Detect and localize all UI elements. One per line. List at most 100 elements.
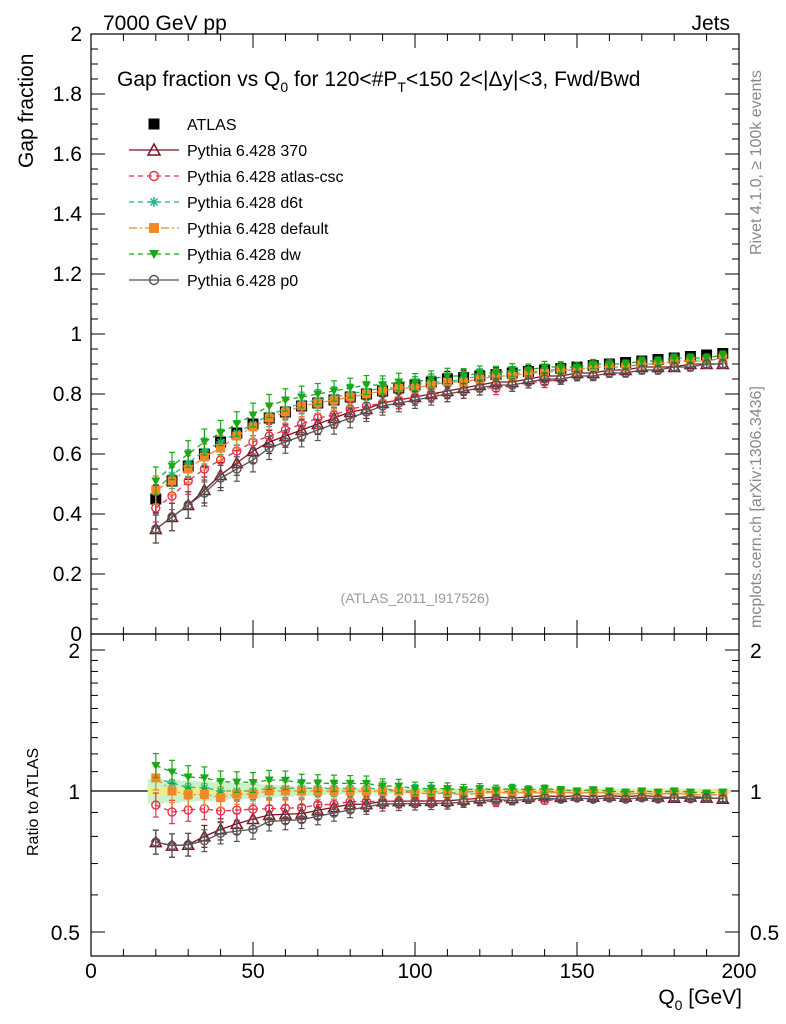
data-point	[183, 464, 193, 474]
series-6	[151, 359, 728, 858]
analysis-id: (ATLAS_2011_I917526)	[341, 590, 490, 606]
legend-marker	[148, 118, 160, 130]
ratio-data-point	[620, 794, 631, 804]
ratio-data-point	[394, 782, 404, 791]
ratio-tick-label-left: 0.5	[51, 922, 80, 945]
series-5	[151, 350, 728, 798]
ratio-data-point	[232, 826, 242, 836]
data-point	[183, 450, 193, 459]
ratio-data-point	[248, 824, 258, 834]
data-point	[701, 359, 712, 369]
data-point	[151, 524, 161, 534]
legend-item-2: Pythia 6.428 atlas-csc	[129, 169, 344, 186]
data-point	[540, 363, 550, 372]
x-label-main: Q	[658, 986, 674, 1009]
ratio-data-point	[264, 776, 274, 785]
data-point	[345, 413, 355, 423]
ratio-data-point	[151, 762, 161, 771]
ratio-data-point	[296, 814, 307, 825]
ratio-data-point	[378, 782, 388, 791]
data-point	[539, 374, 550, 384]
data-point	[475, 369, 485, 378]
ratio-data-point	[313, 811, 323, 821]
ratio-data-point	[572, 793, 582, 803]
ratio-data-point	[280, 776, 290, 785]
ratio-tick-label-left: 2	[68, 640, 80, 663]
data-point	[556, 363, 566, 372]
ratio-data-point	[669, 787, 679, 796]
ratio-data-point	[183, 840, 193, 850]
ratio-data-point	[556, 786, 566, 795]
ratio-data-point	[459, 786, 469, 795]
legend-label: Pythia 6.428 p0	[187, 273, 298, 290]
ratio-data-point	[377, 799, 388, 809]
ratio-data-point	[216, 778, 226, 787]
ratio-data-point	[183, 773, 193, 782]
ratio-band-layer	[147, 779, 731, 804]
ratio-data-point	[248, 804, 258, 814]
ratio-data-point	[507, 785, 517, 794]
ratio-data-point	[280, 815, 291, 826]
legend-item-0: ATLAS	[148, 117, 237, 134]
ratio-data-point	[540, 788, 550, 798]
ratio-data-point	[313, 779, 323, 788]
ratio-data-point	[151, 837, 161, 847]
title-rest: for 120<#P	[288, 68, 397, 91]
data-point	[199, 488, 210, 498]
legend-label: ATLAS	[187, 117, 237, 134]
ratio-data-point	[491, 794, 501, 805]
title-pt-sub: T	[397, 79, 406, 95]
legend-item-3: Pythia 6.428 d6t	[129, 195, 303, 212]
data-point	[637, 365, 647, 375]
data-point	[718, 351, 728, 360]
x-tick-label: 150	[559, 960, 594, 983]
y-axis-label: Gap fraction	[15, 54, 38, 168]
data-point	[491, 380, 501, 390]
data-point	[702, 354, 712, 363]
header-left: 7000 GeV pp	[103, 12, 227, 35]
data-point	[216, 443, 226, 453]
data-point	[345, 384, 355, 393]
ratio-tick-label-right: 1	[750, 781, 762, 804]
ratio-data-point	[491, 786, 501, 795]
data-point	[621, 360, 631, 369]
data-point	[442, 389, 453, 399]
ratio-data-point	[523, 794, 534, 805]
x-label-sub: 0	[675, 997, 683, 1013]
ratio-data-point	[232, 805, 242, 815]
data-point	[199, 438, 209, 447]
ratio-data-point	[329, 808, 339, 818]
data-point	[280, 437, 291, 447]
data-point	[378, 381, 388, 390]
data-point	[377, 401, 388, 411]
ratio-data-point	[458, 797, 469, 807]
data-point	[199, 452, 209, 462]
data-point	[442, 372, 452, 381]
legend-marker	[149, 223, 159, 233]
ratio-data-point	[329, 779, 339, 788]
ratio-data-point	[151, 800, 161, 810]
data-point	[410, 395, 420, 405]
data-point	[248, 411, 258, 420]
data-point	[264, 443, 274, 453]
data-point	[410, 378, 420, 387]
ratio-data-point	[216, 792, 226, 802]
ratio-data-point	[199, 789, 209, 799]
ratio-data-point	[539, 793, 550, 803]
ratio-data-point	[604, 793, 615, 803]
side-text-mcplots: mcplots.cern.ch [arXiv:1306.3436]	[748, 386, 765, 628]
chart-title: Gap fraction vs Q0 for 120<#PT<150 2<|Δy…	[117, 68, 640, 95]
data-point	[459, 372, 469, 381]
axes-layer: 0 50 100 150 20000.20.40.60.811.21.41.61.820…	[51, 23, 779, 983]
ratio-data-point	[394, 799, 404, 809]
data-point	[167, 476, 177, 486]
data-point	[620, 368, 631, 378]
data-point	[232, 420, 242, 429]
ratio-data-point	[426, 785, 436, 794]
data-point	[523, 377, 534, 387]
y-tick-label: 1	[70, 323, 82, 346]
ratio-data-point	[507, 795, 517, 806]
data-point	[232, 464, 242, 474]
ratio-data-point	[475, 785, 485, 794]
